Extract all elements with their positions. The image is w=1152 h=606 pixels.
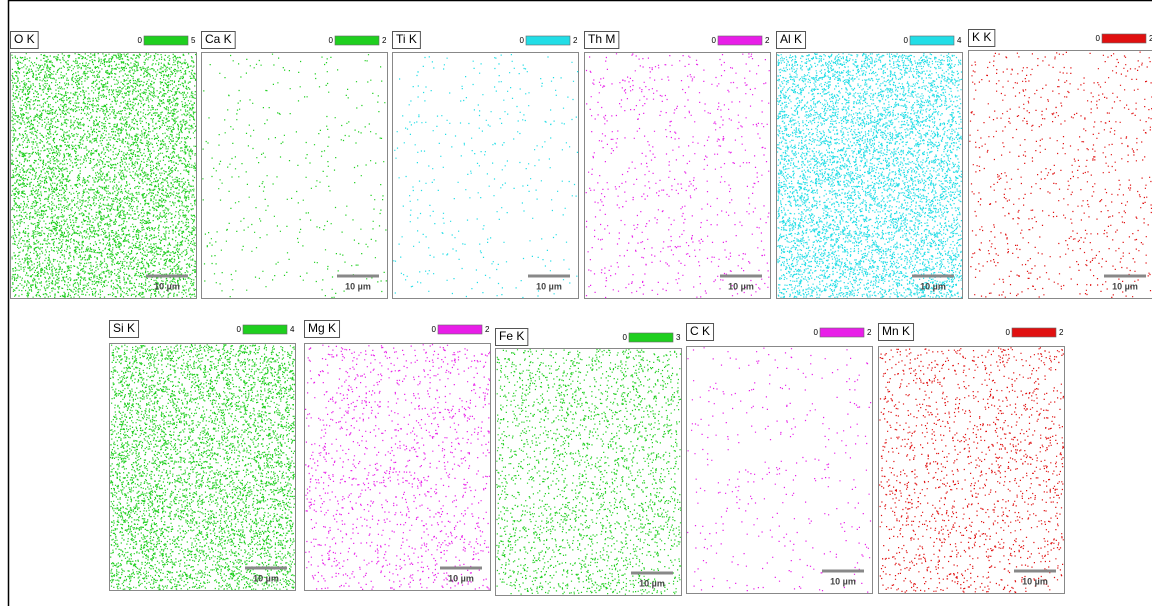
- scale-max: 2: [485, 325, 490, 334]
- scale-bar-label: 10 µm: [536, 281, 562, 291]
- element-map-panel: Fe K 0 3 10 µm: [496, 329, 682, 596]
- element-label: K K: [972, 30, 991, 44]
- element-label: O K: [14, 32, 35, 46]
- color-scale-bar: [526, 36, 570, 45]
- element-map-panel: Si K 0 4 10 µm: [110, 321, 296, 591]
- scale-max: 4: [957, 36, 962, 45]
- element-map-panel: Th M 0 2 10 µm: [585, 32, 771, 299]
- scale-bar-label: 10 µm: [448, 573, 474, 583]
- scale-min: 0: [237, 325, 242, 334]
- map-frame: [585, 53, 771, 299]
- color-scale-bar: [820, 328, 864, 337]
- element-label: Mg K: [308, 321, 336, 335]
- scale-bar-label: 10 µm: [728, 281, 754, 291]
- color-scale-bar: [335, 36, 379, 45]
- scale-bar-label: 10 µm: [345, 281, 371, 291]
- color-scale-bar: [144, 36, 188, 45]
- scale-min: 0: [712, 36, 717, 45]
- element-map-panel: Al K 0 4 10 µm: [777, 32, 963, 299]
- element-map-panel: Ti K 0 2 10 µm: [393, 32, 579, 299]
- map-frame: [879, 347, 1065, 594]
- color-scale-bar: [1102, 34, 1146, 43]
- scale-bar-label: 10 µm: [1022, 576, 1048, 586]
- scale-bar-label: 10 µm: [830, 576, 856, 586]
- color-scale-bar: [438, 325, 482, 334]
- scale-max: 2: [1059, 328, 1064, 337]
- element-map-panel: C K 0 2 10 µm: [687, 324, 873, 594]
- scale-min: 0: [329, 36, 334, 45]
- scale-min: 0: [623, 333, 628, 342]
- scale-max: 4: [290, 325, 295, 334]
- scale-bar-label: 10 µm: [154, 281, 180, 291]
- scale-min: 0: [432, 325, 437, 334]
- scale-max: 2: [382, 36, 387, 45]
- scale-min: 0: [1006, 328, 1011, 337]
- scale-max: 3: [676, 333, 681, 342]
- color-scale-bar: [1012, 328, 1056, 337]
- scale-bar-label: 10 µm: [253, 573, 279, 583]
- color-scale-bar: [629, 333, 673, 342]
- element-map-panel: Mn K 0 2 10 µm: [879, 324, 1065, 594]
- element-label: C K: [690, 324, 710, 338]
- element-label: Th M: [588, 32, 615, 46]
- map-frame: [687, 347, 873, 594]
- scale-max: 5: [191, 36, 196, 45]
- map-frame: [496, 349, 682, 596]
- element-label: Ca K: [205, 32, 232, 46]
- element-label: Ti K: [396, 32, 417, 46]
- scale-max: 2: [573, 36, 578, 45]
- element-map-panel: O K 0 5 10 µm: [11, 32, 197, 299]
- scale-bar-label: 10 µm: [1112, 281, 1138, 291]
- element-label: Si K: [113, 321, 135, 335]
- scale-bar-label: 10 µm: [639, 578, 665, 588]
- element-maps-figure: O K 0 5 10 µm Ca K 0 2 10 µm Ti K 0 2 10 µm Th M 0 2 10…: [0, 0, 1152, 606]
- page: O K 0 5 10 µm Ca K 0 2 10 µm Ti K 0 2 10 µm Th M 0 2 10…: [0, 0, 1152, 606]
- element-label: Mn K: [882, 324, 910, 338]
- scale-min: 0: [138, 36, 143, 45]
- color-scale-bar: [718, 36, 762, 45]
- scale-min: 0: [904, 36, 909, 45]
- element-label: Al K: [780, 32, 802, 46]
- scale-min: 0: [1096, 34, 1101, 43]
- element-map-panel: Ca K 0 2 10 µm: [202, 32, 388, 299]
- element-map-panel: Mg K 0 2 10 µm: [305, 321, 491, 591]
- element-label: Fe K: [499, 329, 524, 343]
- scale-max: 2: [765, 36, 770, 45]
- scale-bar-label: 10 µm: [920, 281, 946, 291]
- color-scale-bar: [243, 325, 287, 334]
- scale-min: 0: [814, 328, 819, 337]
- color-scale-bar: [910, 36, 954, 45]
- map-frame: [202, 53, 388, 299]
- scale-max: 2: [867, 328, 872, 337]
- scale-min: 0: [520, 36, 525, 45]
- map-frame: [969, 51, 1152, 299]
